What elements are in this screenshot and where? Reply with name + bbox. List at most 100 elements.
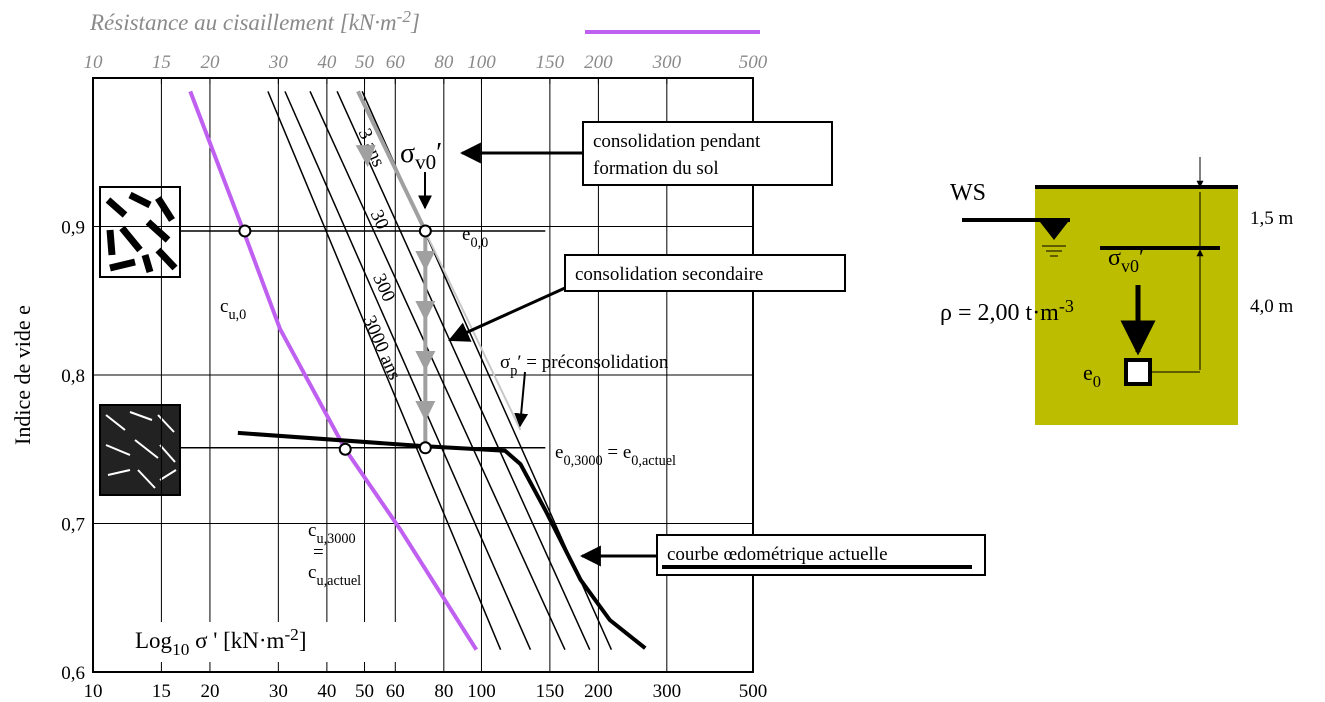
annotation-part: ′: [436, 138, 442, 169]
callout-text: consolidation pendant: [593, 131, 761, 152]
x2-tick-label: 300: [652, 52, 682, 73]
density-label: ρ = 2,00 t·m-3: [940, 296, 1074, 326]
isochrone-label: 30: [366, 207, 393, 233]
annotation-part: 0,0: [470, 235, 488, 251]
y-tick-label: 0,9: [61, 218, 85, 239]
path-arrowhead: [415, 250, 436, 271]
water-label: WS: [950, 180, 986, 206]
x2-tick-label: 15: [152, 52, 171, 73]
annotation-part: c: [308, 520, 316, 541]
path-arrowhead: [415, 400, 436, 421]
state-point: [418, 224, 432, 238]
annotation-part: σ: [500, 352, 510, 373]
void-label-part: 0: [1093, 372, 1101, 391]
annotation-part: u,0: [228, 307, 246, 323]
annotation: e0,3000 = e0,actuel: [555, 442, 676, 469]
state-point: [418, 441, 432, 455]
x2-tick-label: 30: [268, 52, 289, 73]
x-tick-label: 40: [317, 681, 336, 702]
depth-label: 1,5 m: [1250, 208, 1294, 229]
annotation-part: p: [510, 363, 517, 379]
x-tick-label: 200: [584, 681, 613, 702]
depth-label: 4,0 m: [1250, 296, 1294, 317]
particle-image: [99, 404, 181, 496]
x2-tick-label: 150: [536, 52, 565, 73]
x-axis-label-part: σ ' [kN·m: [189, 628, 284, 653]
annotation: cu,3000: [308, 520, 356, 547]
chart-title-part: Résistance au cisaillement [kN·m: [89, 10, 397, 35]
x-tick-label: 500: [739, 681, 768, 702]
callout-text: courbe œdométrique actuelle: [667, 544, 888, 565]
stress-label-part: v0: [1121, 256, 1139, 276]
x-axis-label-part: Log: [135, 628, 173, 653]
stress-label: σv0′: [1108, 245, 1144, 276]
annotation-part: ′: [517, 352, 521, 373]
x-tick-label: 10: [84, 681, 103, 702]
chart-title-part: -2: [397, 7, 412, 26]
annotation-part: c: [220, 296, 228, 317]
plot-frame: [92, 77, 754, 673]
callout-box: [582, 121, 833, 186]
annotation-part: =: [313, 542, 324, 563]
annotation-part: = préconsolidation: [522, 352, 669, 373]
annotation-part: u,3000: [316, 531, 355, 547]
label-backdrop: [128, 622, 396, 662]
annotation: σv0′: [400, 138, 442, 174]
annotation-part: = e: [603, 442, 632, 463]
x-tick-label: 100: [467, 681, 496, 702]
particle-image: [99, 186, 181, 278]
x2-tick-label: 100: [467, 52, 496, 73]
isochrone: [284, 91, 532, 651]
path-arrowhead: [355, 145, 376, 168]
isochrone: [336, 91, 591, 651]
state-point: [238, 224, 252, 238]
y-axis-label: Indice de vide e: [10, 305, 35, 445]
density-label-part: ρ: [940, 300, 952, 326]
arrow: [448, 286, 566, 342]
annotation-part: 0,actuel: [631, 453, 676, 469]
x-tick-label: 20: [200, 681, 219, 702]
annotation: cu,actuel: [308, 562, 361, 589]
stress-label-part: σ: [1108, 245, 1121, 271]
x-tick-label: 50: [355, 681, 374, 702]
y-tick-label: 0,8: [61, 366, 85, 387]
callout-text: consolidation secondaire: [575, 264, 763, 285]
annotation-part: 0,3000: [563, 453, 602, 469]
x-tick-label: 150: [536, 681, 565, 702]
x-axis-label-part: ]: [299, 628, 307, 653]
isochrone: [309, 91, 566, 651]
state-point: [338, 442, 352, 456]
stress-label-part: ′: [1139, 245, 1144, 271]
annotation: cu,0: [220, 296, 246, 323]
soil-profile: [962, 157, 1238, 425]
annotation-part: c: [308, 562, 316, 583]
oedometer-curve: [237, 430, 647, 650]
x-axis-label-part: -2: [284, 625, 298, 644]
x2-tick-label: 200: [584, 52, 613, 73]
x-tick-label: 80: [434, 681, 453, 702]
shear-strength-curve: [188, 90, 479, 651]
y-tick-label: 0,7: [61, 515, 85, 536]
density-label-part: = 2,00 t·m: [952, 300, 1059, 326]
void-label: e0: [1083, 360, 1101, 391]
annotation-part: u,actuel: [316, 573, 361, 589]
arrow: [514, 371, 529, 428]
x2-tick-label: 40: [317, 52, 337, 73]
annotation-part: e: [462, 224, 470, 245]
density-label-part: -3: [1059, 296, 1074, 316]
x-tick-label: 30: [269, 681, 288, 702]
x2-tick-label: 20: [200, 52, 220, 73]
annotation-part: e: [555, 442, 563, 463]
isochrone: [267, 91, 502, 651]
x-tick-label: 300: [653, 681, 682, 702]
annotation: e0,0: [462, 224, 488, 251]
path-arrowhead: [415, 350, 436, 371]
void-label-part: e: [1083, 360, 1093, 385]
annotation: =: [313, 542, 324, 563]
annotation-part: v0: [415, 150, 436, 174]
x2-tick-label: 50: [355, 52, 375, 73]
callout-text: formation du sol: [593, 158, 719, 179]
annotation: σp′ = préconsolidation: [500, 352, 669, 379]
chart-title-part: ]: [410, 10, 420, 35]
